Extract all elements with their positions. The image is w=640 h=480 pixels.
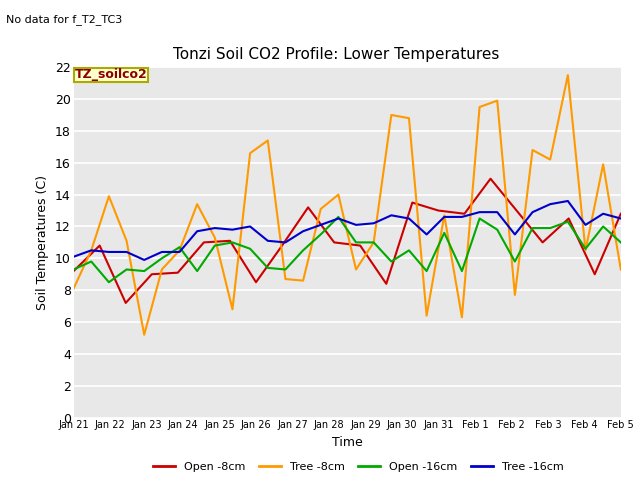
- X-axis label: Time: Time: [332, 436, 363, 449]
- Y-axis label: Soil Temperatures (C): Soil Temperatures (C): [36, 175, 49, 310]
- Legend: Open -8cm, Tree -8cm, Open -16cm, Tree -16cm: Open -8cm, Tree -8cm, Open -16cm, Tree -…: [151, 460, 566, 474]
- Title: Tonzi Soil CO2 Profile: Lower Temperatures: Tonzi Soil CO2 Profile: Lower Temperatur…: [173, 47, 499, 62]
- Text: No data for f_T2_TC3: No data for f_T2_TC3: [6, 14, 123, 25]
- Legend: : [74, 68, 148, 83]
